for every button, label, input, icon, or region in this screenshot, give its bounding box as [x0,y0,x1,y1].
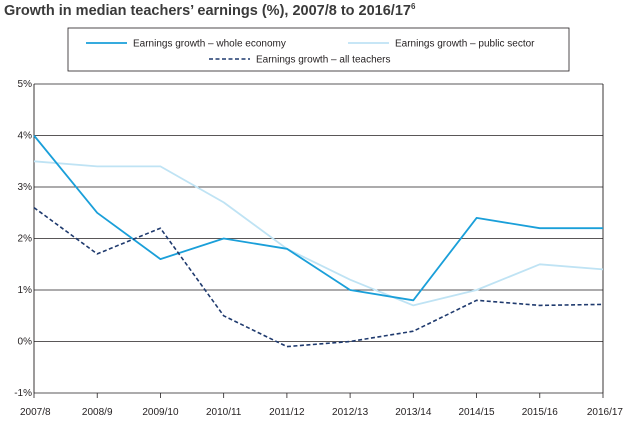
x-tick-label: 2007/8 [20,407,51,418]
x-tick-label: 2016/17 [587,407,624,418]
chart-title: Growth in median teachers’ earnings (%),… [4,2,415,19]
y-tick-label: 0% [18,337,33,348]
series-line-all-teachers [33,206,604,348]
legend: Earnings growth – whole economy Earnings … [67,27,570,72]
legend-label: Earnings growth – all teachers [256,55,391,66]
gridlines [34,83,603,394]
x-tick-label: 2014/15 [458,407,495,418]
series-line-public-sector [33,160,604,307]
x-tick-label: 2009/10 [142,407,179,418]
chart-title-text: Growth in median teachers’ earnings (%),… [4,2,411,19]
series-line-whole-economy [33,134,603,302]
y-tick-label: 3% [18,182,33,193]
x-tick-labels: 2007/8 2008/9 2009/10 2010/11 2011/12 2012/13… [20,407,623,418]
title-footnote-marker: 6 [410,2,416,11]
y-tick-label: 1% [18,285,33,296]
series-lines [33,134,604,348]
legend-box [67,27,570,72]
y-tick-label: -1% [14,388,32,399]
x-tick-label: 2010/11 [206,407,242,418]
legend-label: Earnings growth – public sector [395,39,535,50]
x-tick-label: 2008/9 [82,407,113,418]
y-tick-label: 2% [18,234,33,245]
x-tick-label: 2015/16 [522,407,559,418]
y-tick-labels: 5% 4% 3% 2% 1% 0% -1% [14,79,32,399]
x-tick-label: 2013/14 [395,407,432,418]
x-tick-label: 2011/12 [269,407,305,418]
legend-label: Earnings growth – whole economy [133,39,286,50]
axes [33,84,604,398]
y-tick-label: 5% [18,79,33,90]
x-tick-label: 2012/13 [332,407,369,418]
y-tick-label: 4% [18,131,33,142]
